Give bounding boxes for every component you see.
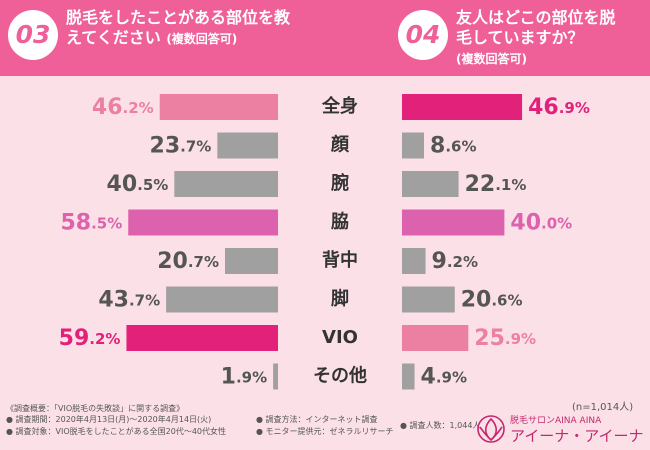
category-label: 全身 bbox=[321, 95, 358, 117]
bar bbox=[402, 94, 523, 120]
footer-item: ● 調査期間：2020年4月13日(月)〜2020年4月14日(火) bbox=[6, 415, 212, 424]
bar bbox=[225, 248, 278, 274]
value-label: 20.6% bbox=[461, 288, 523, 313]
header: 03 脱毛をしたことがある部位を教えてください (複数回答可) 04 友人はどこ… bbox=[0, 0, 650, 76]
bar bbox=[159, 94, 278, 120]
value-label: 46.2% bbox=[92, 95, 154, 120]
bar bbox=[166, 286, 278, 313]
category-label: 背中 bbox=[322, 249, 358, 271]
footer-item: ● 調査人数：1,044人 bbox=[400, 421, 481, 430]
brand-small: 脱毛サロンAINA AINA bbox=[510, 416, 602, 426]
question-text: 友人はどこの部位を脱毛していますか？ bbox=[456, 8, 616, 47]
value-label: 58.5% bbox=[60, 211, 122, 236]
footer-item: ● 調査対象：VIO脱毛をしたことがある全国20代〜40代女性 bbox=[6, 427, 227, 436]
bar bbox=[402, 248, 426, 274]
category-label: 腕 bbox=[331, 172, 349, 194]
question: 友人はどこの部位を脱毛していますか？ (複数回答可) bbox=[456, 8, 621, 69]
bar bbox=[128, 209, 278, 236]
bar bbox=[402, 286, 455, 313]
bar bbox=[402, 171, 459, 197]
category-label: 顔 bbox=[330, 134, 350, 156]
value-label: 20.7% bbox=[157, 249, 219, 274]
footer-text: 調査人数：1,044人 bbox=[409, 421, 481, 430]
value-label: 43.7% bbox=[98, 288, 160, 313]
badge: 03 bbox=[8, 10, 58, 60]
bar bbox=[217, 132, 278, 159]
category-label: その他 bbox=[313, 365, 367, 387]
badge: 04 bbox=[398, 10, 448, 60]
note: (複数回答可) bbox=[166, 32, 238, 46]
value-label: 8.6% bbox=[430, 134, 476, 159]
value-label: 1.9% bbox=[221, 365, 267, 390]
value-label: 40.0% bbox=[510, 211, 572, 236]
value-label: 23.7% bbox=[150, 134, 212, 159]
bar bbox=[174, 171, 278, 197]
note: (複数回答可) bbox=[456, 52, 527, 66]
footer-item: ● モニター提供元：ゼネラルリサーチ bbox=[256, 427, 394, 436]
value-label: 59.2% bbox=[59, 326, 121, 351]
footer-text: モニター提供元：ゼネラルリサーチ bbox=[265, 427, 394, 436]
value-label: 9.2% bbox=[432, 249, 478, 274]
question: 脱毛をしたことがある部位を教えてください (複数回答可) bbox=[66, 8, 298, 49]
footer-text: 調査期間：2020年4月13日(月)〜2020年4月14日(火) bbox=[15, 415, 212, 424]
bar bbox=[126, 325, 278, 351]
value-label: 46.9% bbox=[528, 95, 590, 120]
footer-heading: 《調査概要：「VIO脱毛の失敗談」に関する調査》 bbox=[6, 404, 185, 413]
bar bbox=[273, 363, 278, 390]
footer-text: 調査対象：VIO脱毛をしたことがある全国20代〜40代女性 bbox=[15, 427, 227, 436]
bar bbox=[402, 325, 469, 351]
brand: アイーナ・アイーナ bbox=[510, 427, 644, 445]
value-label: 4.9% bbox=[421, 365, 467, 390]
category-label: VIO bbox=[322, 327, 358, 348]
category-label: 脇 bbox=[331, 211, 349, 233]
bar bbox=[402, 363, 415, 390]
category-label: 脚 bbox=[331, 289, 349, 310]
bar bbox=[402, 209, 505, 236]
value-label: 40.5% bbox=[107, 172, 169, 197]
value-label: 25.9% bbox=[474, 326, 536, 351]
question-text: 脱毛をしたことがある部位を教えてください bbox=[66, 8, 291, 47]
footer-item: ● 調査方法：インターネット調査 bbox=[256, 415, 378, 424]
sample-size: (n=1,014人) bbox=[572, 402, 634, 413]
bar bbox=[402, 132, 425, 159]
footer-text: 調査方法：インターネット調査 bbox=[265, 415, 378, 424]
value-label: 22.1% bbox=[465, 172, 527, 197]
